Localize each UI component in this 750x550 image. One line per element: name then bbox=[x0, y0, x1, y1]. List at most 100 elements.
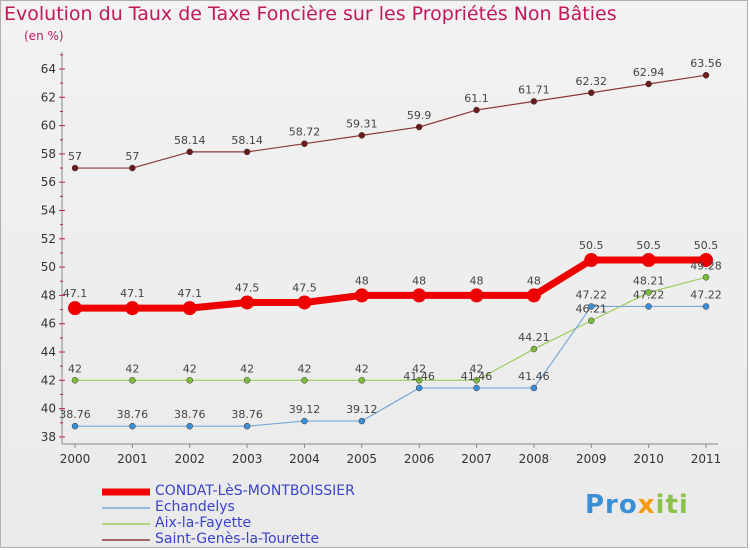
series-line-2 bbox=[75, 276, 707, 381]
chart-title: Evolution du Taux de Taxe Foncière sur l… bbox=[4, 3, 617, 25]
data-point-0 bbox=[129, 164, 136, 172]
data-point-3 bbox=[415, 384, 423, 392]
x-tick-label: 2006 bbox=[404, 452, 435, 466]
x-tick-label: 2000 bbox=[60, 452, 91, 466]
data-point-0 bbox=[702, 71, 710, 79]
data-label-0: 58.14 bbox=[231, 134, 263, 147]
x-tick-label: 2011 bbox=[691, 452, 722, 466]
data-point-2 bbox=[702, 274, 710, 281]
data-label-0: 58.72 bbox=[289, 126, 321, 139]
data-point-3 bbox=[301, 417, 308, 425]
data-point-2 bbox=[588, 317, 595, 324]
data-point-2 bbox=[358, 377, 366, 384]
data-point-3 bbox=[645, 303, 652, 310]
data-point-1 bbox=[240, 295, 255, 310]
data-label-1: 47.5 bbox=[292, 281, 317, 294]
x-tick-label: 2009 bbox=[576, 452, 607, 466]
data-label-0: 57 bbox=[68, 150, 82, 163]
y-tick-label: 38 bbox=[41, 430, 56, 444]
y-tick-label: 44 bbox=[41, 345, 56, 359]
data-point-2 bbox=[243, 377, 251, 384]
data-label-2: 42 bbox=[412, 362, 426, 375]
data-point-2 bbox=[301, 377, 308, 384]
data-point-1 bbox=[182, 301, 197, 316]
data-label-2: 46.21 bbox=[576, 303, 608, 316]
data-label-3: 38.76 bbox=[59, 408, 91, 421]
x-tick-label: 2003 bbox=[232, 452, 263, 466]
data-point-3 bbox=[186, 422, 193, 430]
data-point-0 bbox=[588, 89, 595, 97]
data-label-3: 38.76 bbox=[174, 408, 206, 421]
data-point-2 bbox=[129, 377, 136, 384]
data-point-3 bbox=[71, 422, 79, 430]
data-label-2: 42 bbox=[240, 362, 254, 375]
y-tick-label: 62 bbox=[41, 90, 56, 104]
data-point-2 bbox=[645, 289, 652, 296]
data-label-0: 62.94 bbox=[633, 66, 665, 79]
data-label-0: 58.14 bbox=[174, 134, 206, 147]
data-label-3: 47.22 bbox=[633, 288, 665, 301]
proxiti-logo: Proxiti bbox=[585, 490, 689, 520]
data-point-2 bbox=[415, 377, 423, 384]
data-label-0: 63.56 bbox=[690, 57, 722, 70]
data-label-3: 41.46 bbox=[518, 370, 550, 383]
data-point-0 bbox=[301, 140, 308, 147]
x-tick-label: 2004 bbox=[289, 452, 320, 466]
data-point-0 bbox=[473, 106, 480, 114]
data-label-2: 44.21 bbox=[518, 331, 550, 344]
y-tick-label: 64 bbox=[41, 62, 56, 76]
data-label-1: 50.5 bbox=[636, 239, 661, 252]
series-line-1 bbox=[75, 256, 706, 312]
data-label-1: 48 bbox=[412, 274, 426, 287]
data-label-3: 41.46 bbox=[403, 370, 435, 383]
data-point-3 bbox=[358, 417, 366, 425]
data-label-2: 42 bbox=[297, 362, 311, 375]
y-tick-label: 48 bbox=[41, 288, 56, 302]
data-point-3 bbox=[702, 303, 710, 310]
x-tick-label: 2008 bbox=[519, 452, 550, 466]
data-point-0 bbox=[415, 123, 423, 131]
data-point-1 bbox=[469, 288, 484, 303]
data-point-2 bbox=[530, 345, 538, 353]
legend-label-echandelys: Echandelys bbox=[155, 499, 235, 515]
data-label-3: 41.46 bbox=[461, 370, 493, 383]
data-point-2 bbox=[71, 377, 79, 384]
y-tick-label: 46 bbox=[41, 317, 56, 331]
data-point-1 bbox=[584, 253, 599, 268]
data-point-3 bbox=[530, 384, 538, 392]
data-point-1 bbox=[641, 253, 656, 268]
data-point-3 bbox=[588, 303, 595, 310]
series-line-0 bbox=[75, 74, 707, 169]
legend-label-aix: Aix-la-Fayette bbox=[155, 515, 252, 531]
data-label-3: 47.22 bbox=[690, 288, 722, 301]
data-label-2: 42 bbox=[125, 362, 139, 375]
data-label-0: 59.9 bbox=[407, 109, 432, 122]
data-label-0: 61.1 bbox=[464, 92, 489, 105]
data-point-0 bbox=[71, 164, 79, 172]
data-label-3: 47.22 bbox=[576, 288, 608, 301]
data-point-1 bbox=[297, 295, 312, 310]
data-point-0 bbox=[645, 80, 652, 88]
data-point-0 bbox=[358, 132, 366, 139]
y-tick-label: 54 bbox=[41, 203, 56, 217]
data-label-0: 62.32 bbox=[576, 75, 608, 88]
data-label-1: 50.5 bbox=[579, 239, 604, 252]
x-tick-label: 2010 bbox=[633, 452, 664, 466]
data-label-3: 39.12 bbox=[346, 403, 378, 416]
unit-label: (en %) bbox=[24, 29, 64, 43]
data-label-0: 59.31 bbox=[346, 117, 378, 130]
data-label-2: 42 bbox=[355, 362, 369, 375]
data-label-2: 42 bbox=[470, 362, 484, 375]
legend-label-saint-genes: Saint-Genès-la-Tourette bbox=[155, 531, 320, 547]
data-point-0 bbox=[186, 148, 193, 156]
y-tick-label: 50 bbox=[41, 260, 56, 274]
data-label-1: 47.1 bbox=[120, 287, 145, 300]
data-point-1 bbox=[412, 288, 427, 303]
data-point-1 bbox=[125, 301, 140, 316]
data-label-1: 47.1 bbox=[177, 287, 202, 300]
series-line-3 bbox=[75, 305, 706, 427]
data-label-2: 49.28 bbox=[690, 259, 722, 272]
y-tick-label: 40 bbox=[41, 402, 56, 416]
